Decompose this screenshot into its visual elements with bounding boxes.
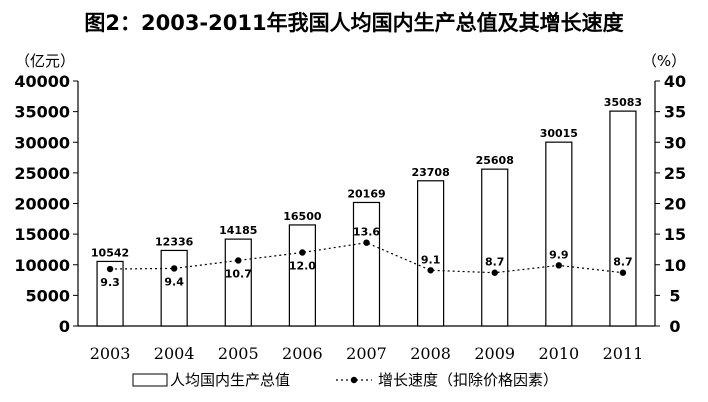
legend: 人均国内生产总值 增长速度（扣除价格因素）	[132, 371, 558, 389]
growth-rate-point	[363, 239, 370, 246]
x-tick-label: 2009	[474, 344, 515, 363]
bar-2007	[352, 201, 381, 327]
right-tick-label: 40	[664, 72, 686, 91]
growth-rate-point	[619, 269, 627, 276]
growth-rate-line	[110, 242, 624, 274]
bar-2005	[224, 238, 252, 327]
left-tick-label: 40000	[14, 72, 70, 91]
x-tick-label: 2008	[410, 344, 451, 363]
left-tick-label: 0	[59, 317, 70, 336]
growth-rate-point	[106, 265, 114, 273]
right-axis-unit: （%）	[642, 52, 686, 70]
x-tick-label: 2004	[154, 344, 195, 363]
growth-rate-label: 13.6	[353, 226, 380, 239]
growth-rate-label: 10.7	[225, 267, 252, 280]
left-tick-label: 5000	[25, 286, 70, 305]
bar-2010	[545, 141, 573, 327]
right-tick-label: 25	[664, 164, 686, 183]
growth-rate-label: 9.9	[549, 248, 569, 261]
right-tick-label: 10	[664, 256, 686, 275]
bar-value-label: 12336	[155, 235, 194, 248]
bar-2004	[160, 249, 188, 327]
left-tick-label: 10000	[14, 256, 70, 275]
growth-rate-point	[235, 257, 242, 264]
legend-line-label: 增长速度（扣除价格因素）	[378, 371, 558, 389]
bar-value-label: 30015	[540, 127, 578, 140]
bar-2009	[481, 168, 509, 327]
growth-rate-label: 8.7	[485, 256, 505, 269]
growth-rate-label: 9.3	[100, 276, 120, 289]
x-tick-label: 2005	[218, 344, 259, 363]
bar-value-label: 25608	[476, 154, 514, 167]
left-axis-unit: （亿元）	[15, 52, 75, 70]
left-tick-label: 30000	[14, 133, 70, 152]
left-tick-label: 25000	[14, 164, 70, 183]
growth-rate-label: 9.4	[164, 275, 184, 288]
right-tick-label: 35	[664, 103, 686, 122]
x-tick-label: 2003	[90, 344, 131, 363]
growth-rate-label: 9.1	[421, 253, 441, 266]
growth-rate-label: 12.0	[289, 260, 316, 273]
bar-2006	[288, 224, 316, 327]
x-tick-label: 2006	[282, 344, 323, 363]
x-tick-label: 2007	[346, 344, 387, 363]
bar-value-label: 35083	[604, 96, 642, 109]
bar-value-label: 10542	[91, 246, 129, 259]
right-tick-label: 0	[669, 317, 680, 336]
bar-value-label: 23708	[411, 166, 449, 179]
right-tick-label: 20	[664, 195, 686, 214]
left-tick-label: 15000	[14, 225, 70, 244]
legend-bar-swatch	[132, 373, 168, 387]
bar-2008	[417, 180, 445, 327]
legend-bar-label: 人均国内生产总值	[170, 371, 290, 389]
bar-2011	[609, 110, 637, 327]
plot-area: 0 5000 10000 15000 20000 25000 30000 35000 40000…	[14, 72, 686, 363]
right-tick-label: 15	[664, 225, 686, 244]
chart-title: 图2：2003-2011年我国人均国内生产总值及其增长速度	[84, 11, 623, 35]
bar-2003	[96, 260, 124, 327]
x-tick-label: 2010	[538, 344, 579, 363]
left-tick-label: 20000	[14, 195, 70, 214]
growth-rate-point	[427, 267, 434, 274]
right-tick-label: 5	[669, 286, 680, 305]
bar-value-label: 16500	[283, 210, 322, 223]
bar-value-label: 20169	[347, 187, 385, 200]
growth-rate-point	[491, 269, 498, 276]
x-tick-label: 2011	[603, 344, 644, 363]
right-tick-label: 30	[664, 133, 686, 152]
bar-value-label: 14185	[219, 224, 257, 237]
left-tick-label: 35000	[14, 103, 70, 122]
growth-rate-point	[170, 265, 178, 272]
legend-line-marker	[350, 376, 358, 384]
growth-rate-label: 8.7	[613, 256, 633, 269]
growth-rate-point	[555, 262, 563, 269]
growth-rate-point	[299, 249, 306, 256]
